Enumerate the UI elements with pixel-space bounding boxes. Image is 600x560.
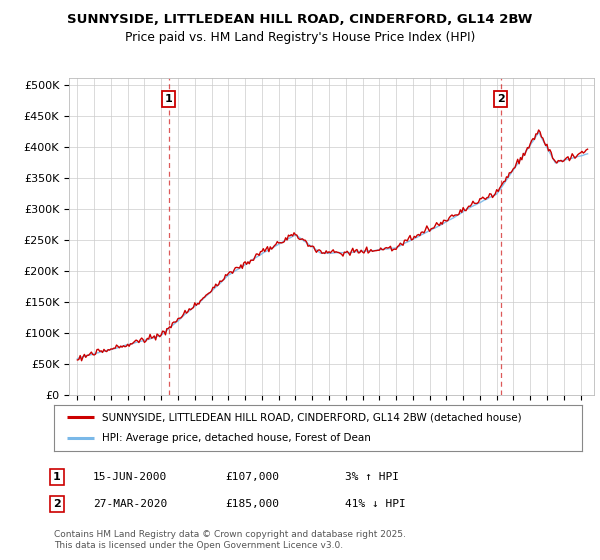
Text: SUNNYSIDE, LITTLEDEAN HILL ROAD, CINDERFORD, GL14 2BW: SUNNYSIDE, LITTLEDEAN HILL ROAD, CINDERF…	[67, 13, 533, 26]
Text: 27-MAR-2020: 27-MAR-2020	[93, 499, 167, 509]
Text: 15-JUN-2000: 15-JUN-2000	[93, 472, 167, 482]
Text: Contains HM Land Registry data © Crown copyright and database right 2025.
This d: Contains HM Land Registry data © Crown c…	[54, 530, 406, 550]
Text: 1: 1	[165, 94, 173, 104]
Text: HPI: Average price, detached house, Forest of Dean: HPI: Average price, detached house, Fore…	[101, 433, 370, 444]
Text: 1: 1	[53, 472, 61, 482]
Text: Price paid vs. HM Land Registry's House Price Index (HPI): Price paid vs. HM Land Registry's House …	[125, 31, 475, 44]
Text: £185,000: £185,000	[225, 499, 279, 509]
Text: £107,000: £107,000	[225, 472, 279, 482]
Text: SUNNYSIDE, LITTLEDEAN HILL ROAD, CINDERFORD, GL14 2BW (detached house): SUNNYSIDE, LITTLEDEAN HILL ROAD, CINDERF…	[101, 412, 521, 422]
Text: 2: 2	[497, 94, 505, 104]
Text: 41% ↓ HPI: 41% ↓ HPI	[345, 499, 406, 509]
Text: 2: 2	[53, 499, 61, 509]
Text: 3% ↑ HPI: 3% ↑ HPI	[345, 472, 399, 482]
